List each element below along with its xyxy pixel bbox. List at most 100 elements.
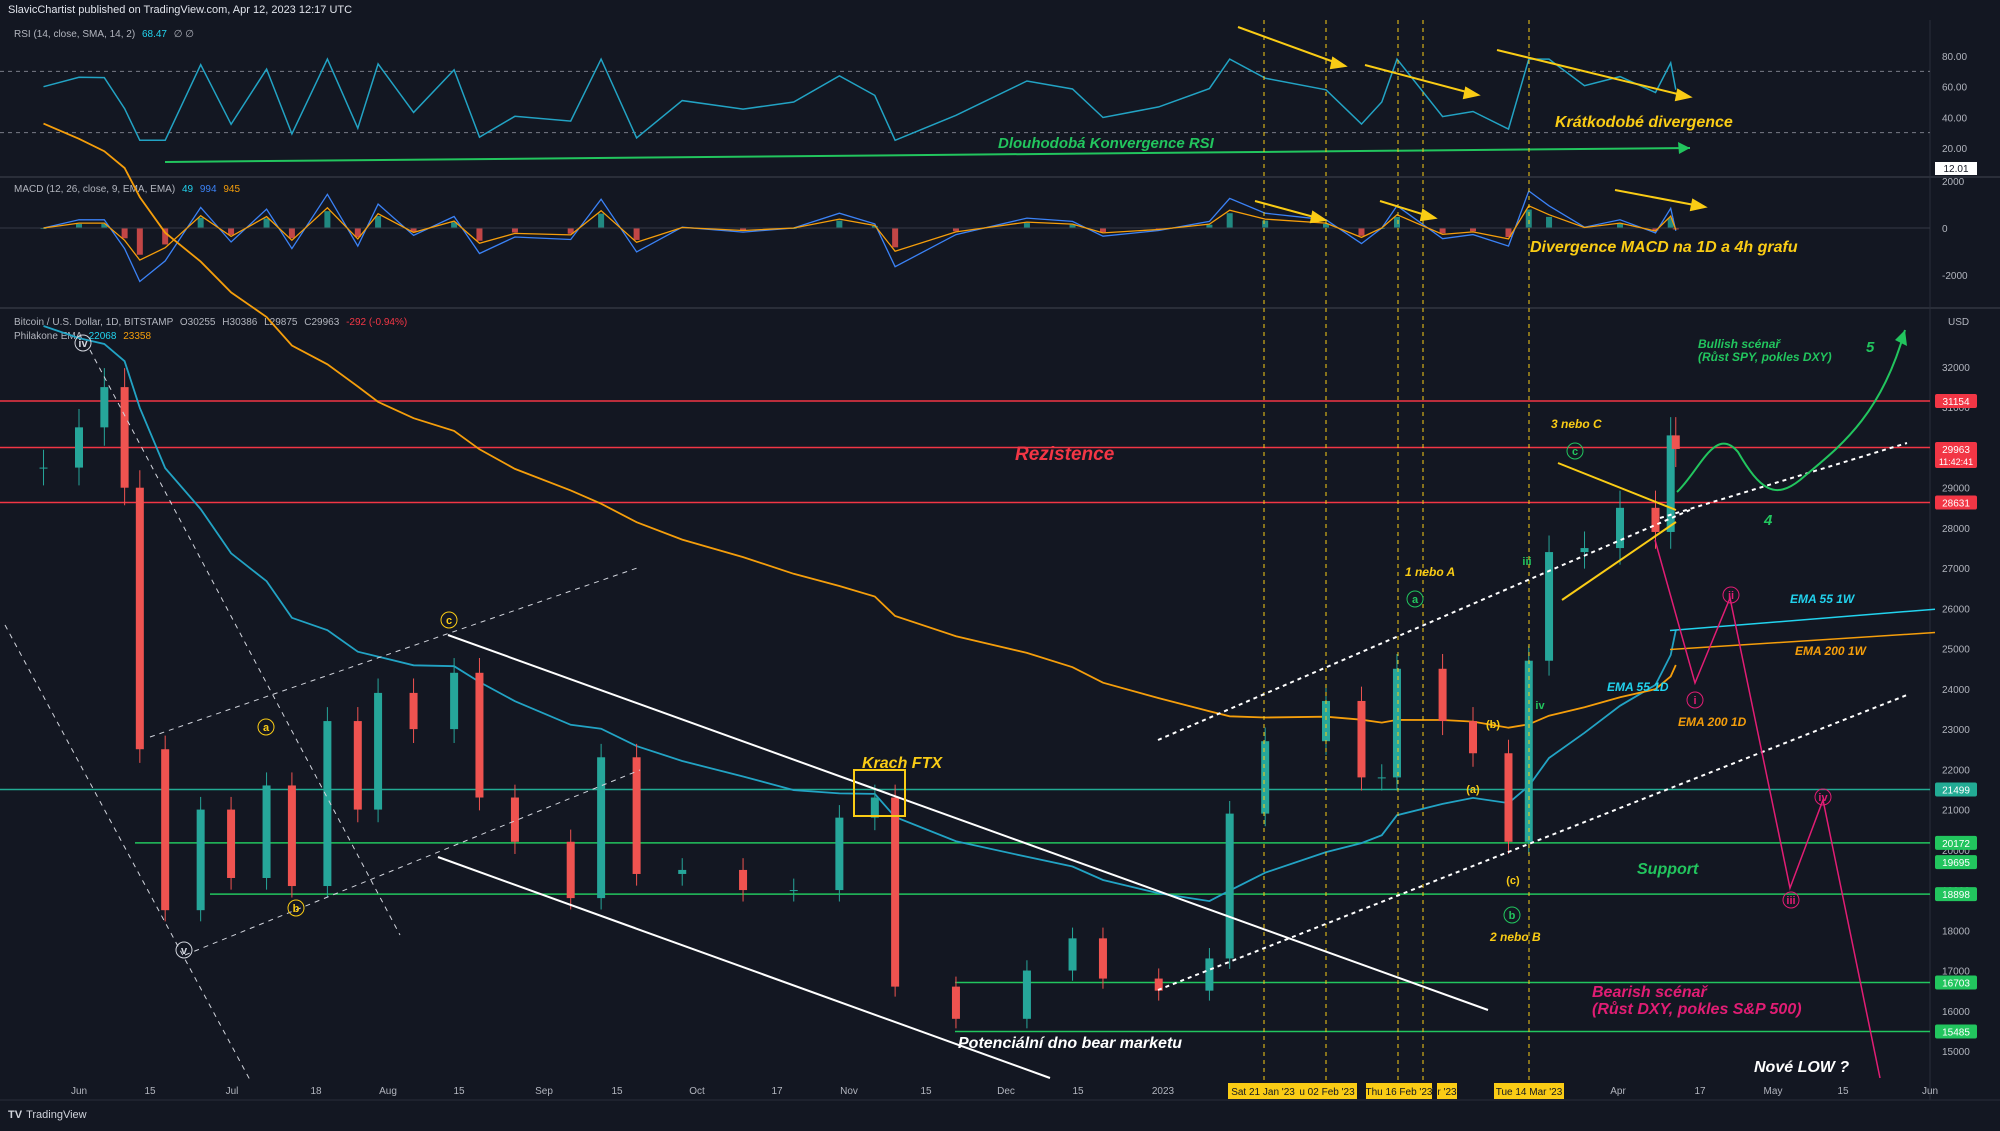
candle-body[interactable] xyxy=(75,427,83,468)
candle-body[interactable] xyxy=(196,809,205,911)
candle-body[interactable] xyxy=(262,785,271,878)
candle-body[interactable] xyxy=(1225,813,1234,959)
macd-histogram-bar xyxy=(952,228,959,232)
candle-body[interactable] xyxy=(1438,668,1447,722)
candle-body[interactable] xyxy=(510,797,519,842)
macd-histogram-bar xyxy=(598,213,605,228)
candle-body[interactable] xyxy=(287,785,296,887)
svg-text:iv: iv xyxy=(1535,700,1545,712)
candle-body[interactable] xyxy=(1580,548,1589,553)
time-tick-label: Jun xyxy=(1922,1086,1938,1097)
candle-body[interactable] xyxy=(789,890,798,892)
rsi-tick-label: 80.00 xyxy=(1942,52,1967,63)
bearish-label: Bearish scénař xyxy=(1592,984,1709,1001)
svg-text:iii: iii xyxy=(1522,556,1531,568)
candle-body[interactable] xyxy=(1616,507,1625,549)
candle-body[interactable] xyxy=(739,869,748,891)
candle-body[interactable] xyxy=(120,387,129,488)
ema-value-2: 23358 xyxy=(123,331,152,342)
candle-body[interactable] xyxy=(1098,938,1107,979)
candle-body[interactable] xyxy=(1671,435,1680,449)
macd-title: MACD (12, 26, close, 9, EMA, EMA) xyxy=(14,184,176,195)
candle-body[interactable] xyxy=(1504,753,1513,842)
time-tick-label: Oct xyxy=(689,1086,705,1097)
candle-body[interactable] xyxy=(566,841,575,899)
candle-body[interactable] xyxy=(1205,958,1214,991)
candle-body[interactable] xyxy=(1154,978,1163,991)
candle-body[interactable] xyxy=(135,487,144,750)
candle-body[interactable] xyxy=(1651,507,1660,532)
candle-body[interactable] xyxy=(475,672,484,798)
candle-body[interactable] xyxy=(597,757,606,899)
macd-histogram-bar xyxy=(76,223,82,228)
svg-text:a: a xyxy=(263,722,270,734)
svg-text:c: c xyxy=(1572,446,1578,458)
candle-body[interactable] xyxy=(161,749,170,911)
ohlc-low: L29875 xyxy=(264,317,298,328)
candle-body[interactable] xyxy=(951,986,960,1019)
rsi-pane: 80.00 60.00 40.00 20.00 12.01 xyxy=(0,52,1977,175)
price-badge-label: 29963 xyxy=(1942,445,1970,456)
macd-histogram-bar xyxy=(511,228,518,233)
candle-body[interactable] xyxy=(870,797,879,818)
ema-55-1d-line xyxy=(43,325,1677,903)
ema-legend: Philakone EMA 22068 23358 xyxy=(14,331,151,342)
candle-body[interactable] xyxy=(1377,777,1386,779)
rsi-convergence-label: Dlouhodobá Konvergence RSI xyxy=(998,135,1215,152)
date-badge-label: Tue 14 Mar '23 xyxy=(1496,1087,1563,1098)
date-badge xyxy=(1228,1083,1298,1099)
candle-body[interactable] xyxy=(632,757,641,874)
price-tick-label: 22000 xyxy=(1942,765,1970,776)
candle-body[interactable] xyxy=(323,721,332,887)
candle-body[interactable] xyxy=(1666,435,1675,532)
ohlc-high: H30386 xyxy=(222,317,258,328)
macd-histogram-bar xyxy=(892,228,899,248)
date-badge-label: Sat 21 Jan '23 xyxy=(1231,1087,1295,1098)
candle-body[interactable] xyxy=(353,721,362,810)
wave-3-or-c-label: 3 nebo C xyxy=(1551,417,1602,431)
macd-value-1: 49 xyxy=(181,184,194,195)
date-badge xyxy=(1437,1083,1457,1099)
price-badge-label: 28631 xyxy=(1942,499,1970,510)
macd-histogram-bar xyxy=(1069,224,1076,228)
tradingview-footer[interactable]: TV TradingView xyxy=(8,1109,87,1121)
axes: 3200031000300002900028000270002600025000… xyxy=(71,363,1977,1099)
time-markers xyxy=(1263,20,1530,1085)
macd-histogram-bar xyxy=(1525,209,1532,228)
candle-body[interactable] xyxy=(1545,552,1554,661)
price-badge-label: 16703 xyxy=(1942,978,1970,989)
candle-body[interactable] xyxy=(227,809,236,878)
candle-body[interactable] xyxy=(1068,938,1077,971)
candle-body[interactable] xyxy=(1469,721,1478,754)
candle-body[interactable] xyxy=(1261,741,1270,814)
macd-histogram-bar xyxy=(1439,228,1446,234)
candle-body[interactable] xyxy=(1392,668,1401,778)
price-badge-label: 31154 xyxy=(1942,397,1970,408)
candle-body[interactable] xyxy=(1322,700,1330,742)
price-tick-label: 23000 xyxy=(1942,725,1970,736)
candle-body[interactable] xyxy=(374,692,383,810)
ema-55-1w-line xyxy=(1669,608,1936,632)
time-tick-label: May xyxy=(1764,1086,1783,1097)
macd-histogram-bar xyxy=(451,222,458,228)
price-badge-label: 15485 xyxy=(1942,1027,1970,1038)
wave-4-label: 4 xyxy=(1763,512,1773,529)
rsi-convergence-line xyxy=(164,147,1691,163)
ftx-crash-box xyxy=(853,769,906,817)
macd-histogram-bar xyxy=(476,228,483,241)
macd-histogram-bar xyxy=(1023,223,1030,228)
candle-body[interactable] xyxy=(409,692,418,730)
candle-body[interactable] xyxy=(39,467,48,469)
macd-tick-label: 2000 xyxy=(1942,177,1965,188)
price-badge xyxy=(1935,835,1977,850)
candle-body[interactable] xyxy=(835,817,844,891)
candle-body[interactable] xyxy=(1357,700,1366,778)
svg-text:(b): (b) xyxy=(1486,719,1500,731)
candle-body[interactable] xyxy=(1022,970,1031,1019)
candle-body[interactable] xyxy=(450,672,459,730)
candle-body[interactable] xyxy=(100,387,109,428)
candle-body[interactable] xyxy=(678,869,687,874)
new-low-label: Nové LOW ? xyxy=(1754,1059,1849,1076)
candle-body[interactable] xyxy=(891,797,900,987)
